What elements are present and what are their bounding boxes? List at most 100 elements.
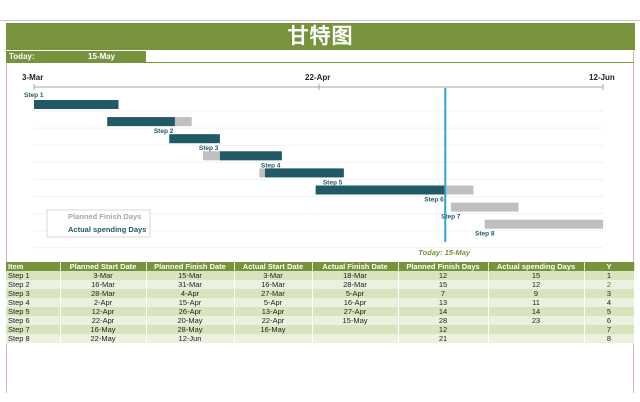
actual-bar (315, 185, 446, 195)
table-cell[interactable]: 15-Apr (146, 298, 235, 307)
table-cell[interactable]: 5 (584, 307, 635, 316)
planned-bar (484, 219, 603, 229)
table-cell[interactable]: 21 (398, 334, 489, 343)
table-cell[interactable]: Step 8 (6, 334, 61, 343)
col-header-actual-finish[interactable]: Actual Finish Date (312, 262, 399, 271)
table-cell[interactable] (234, 334, 313, 343)
table-cell[interactable]: 3-Mar (60, 271, 147, 280)
legend: Planned Finish Days Actual spending Days (46, 209, 151, 238)
table-cell[interactable]: 15 (398, 280, 489, 289)
table-cell[interactable]: Step 5 (6, 307, 61, 316)
table-cell[interactable]: 5-Apr (234, 298, 313, 307)
table-cell[interactable] (312, 334, 399, 343)
table-cell[interactable]: 9 (488, 289, 585, 298)
table-cell[interactable]: 28 (398, 316, 489, 325)
col-header-planned-finish[interactable]: Planned Finish Date (146, 262, 235, 271)
table-cell[interactable]: 23 (488, 316, 585, 325)
axis-label-start: 3-Mar (22, 73, 43, 82)
table-cell[interactable]: Step 1 (6, 271, 61, 280)
table-cell[interactable] (488, 334, 585, 343)
table-cell[interactable]: 22-Apr (60, 316, 147, 325)
table-cell[interactable]: 28-Mar (60, 289, 147, 298)
table-cell[interactable]: 4-Apr (146, 289, 235, 298)
today-marker-label: Today: 15-May (418, 248, 471, 257)
table-cell[interactable]: 4 (584, 298, 635, 307)
table-cell[interactable]: 13-Apr (234, 307, 313, 316)
table-row: Step 7 16-May 28-May 16-May 12 7 (6, 325, 635, 334)
col-header-actual-days[interactable]: Actual spending Days (488, 262, 585, 271)
table-cell[interactable]: 18-Mar (312, 271, 399, 280)
table-cell[interactable]: 16-May (60, 325, 147, 334)
table-cell[interactable]: 27-Mar (234, 289, 313, 298)
table-cell[interactable]: 31-Mar (146, 280, 235, 289)
table-cell[interactable]: Step 4 (6, 298, 61, 307)
table-row: Step 3 28-Mar 4-Apr 27-Mar 5-Apr 7 9 3 (6, 289, 635, 298)
table-cell[interactable]: 12 (398, 325, 489, 334)
table-cell[interactable] (312, 325, 399, 334)
table-cell[interactable]: 5-Apr (312, 289, 399, 298)
col-header-planned-start[interactable]: Planned Start Date (60, 262, 147, 271)
table-cell[interactable]: 16-Mar (60, 280, 147, 289)
table-cell[interactable]: 16-Apr (312, 298, 399, 307)
table-cell[interactable]: Step 7 (6, 325, 61, 334)
table-cell[interactable]: 2-Apr (60, 298, 147, 307)
table-cell[interactable]: Step 3 (6, 289, 61, 298)
table-cell[interactable]: 20-May (146, 316, 235, 325)
today-label: Today: (9, 52, 35, 61)
table-header-row: Item Planned Start Date Planned Finish D… (6, 262, 635, 271)
col-header-actual-start[interactable]: Actual Start Date (234, 262, 313, 271)
table-cell[interactable]: 15-Mar (146, 271, 235, 280)
table-row: Step 1 3-Mar 15-Mar 3-Mar 18-Mar 12 15 1 (6, 271, 635, 280)
actual-bar (264, 168, 344, 178)
col-header-item[interactable]: Item (6, 262, 61, 271)
gantt-gridlines (34, 110, 603, 249)
step-label: Step 3 (199, 145, 219, 152)
today-value[interactable]: 15-May (88, 52, 116, 61)
table-cell[interactable]: 3 (584, 289, 635, 298)
table-cell[interactable]: Step 2 (6, 280, 61, 289)
col-header-planned-days[interactable]: Planned Finish Days (398, 262, 489, 271)
table-cell[interactable]: 27-Apr (312, 307, 399, 316)
col-header-y[interactable]: Y (584, 262, 635, 271)
table-cell[interactable]: 3-Mar (234, 271, 313, 280)
table-row: Step 5 12-Apr 26-Apr 13-Apr 27-Apr 14 14 5 (6, 307, 635, 316)
table-cell[interactable]: 15-May (312, 316, 399, 325)
table-cell[interactable]: 28-Mar (312, 280, 399, 289)
table-cell[interactable]: 1 (584, 271, 635, 280)
step-label: Step 5 (323, 179, 343, 186)
step-label: Step 6 (424, 197, 444, 204)
table-row: Step 4 2-Apr 15-Apr 5-Apr 16-Apr 13 11 4 (6, 298, 635, 307)
table-cell[interactable]: 7 (584, 325, 635, 334)
table-cell[interactable]: 15 (488, 271, 585, 280)
table-cell[interactable]: 16-May (234, 325, 313, 334)
table-cell[interactable]: Step 6 (6, 316, 61, 325)
table-cell[interactable]: 26-Apr (146, 307, 235, 316)
table-cell[interactable]: 22-May (60, 334, 147, 343)
table-cell[interactable]: 7 (398, 289, 489, 298)
step-label: Step 4 (261, 162, 281, 169)
actual-bar (219, 151, 282, 161)
table-cell[interactable]: 2 (584, 280, 635, 289)
table-cell[interactable]: 13 (398, 298, 489, 307)
table-cell[interactable]: 14 (488, 307, 585, 316)
table-cell[interactable]: 14 (398, 307, 489, 316)
chart-frame (6, 51, 634, 393)
table-cell[interactable]: 12 (488, 280, 585, 289)
table-cell[interactable]: 12-Apr (60, 307, 147, 316)
step-labels: Step 1 Step 2 Step 3 Step 4 Step 5 Step 6 Step… (24, 92, 495, 238)
table-cell[interactable]: 11 (488, 298, 585, 307)
table-cell[interactable]: 12-Jun (146, 334, 235, 343)
axis-label-mid: 22-Apr (305, 73, 330, 82)
table-cell[interactable]: 22-Apr (234, 316, 313, 325)
table-cell[interactable]: 8 (584, 334, 635, 343)
table-cell[interactable]: 12 (398, 271, 489, 280)
table-cell[interactable]: 28-May (146, 325, 235, 334)
table-cell[interactable]: 6 (584, 316, 635, 325)
table-row: Step 2 16-Mar 31-Mar 16-Mar 28-Mar 15 12 2 (6, 280, 635, 289)
actual-bar (34, 100, 119, 109)
table-cell[interactable] (488, 325, 585, 334)
table-cell[interactable]: 16-Mar (234, 280, 313, 289)
